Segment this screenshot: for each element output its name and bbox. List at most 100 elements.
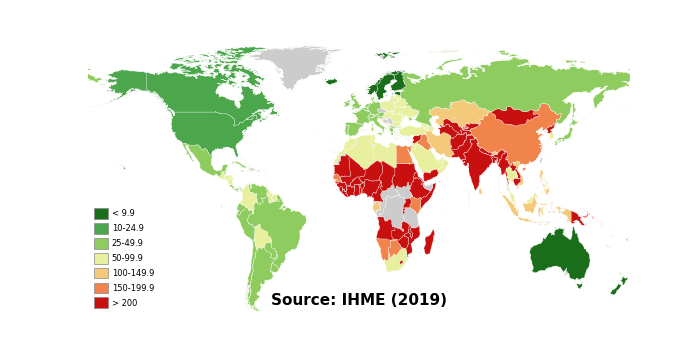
Polygon shape	[435, 156, 437, 159]
Polygon shape	[461, 138, 505, 190]
Polygon shape	[412, 142, 418, 150]
Polygon shape	[242, 75, 246, 77]
Polygon shape	[320, 65, 324, 66]
Polygon shape	[258, 358, 270, 360]
Polygon shape	[521, 211, 522, 212]
Polygon shape	[344, 125, 349, 135]
Polygon shape	[411, 144, 442, 174]
Polygon shape	[377, 217, 395, 240]
Polygon shape	[248, 308, 250, 309]
Polygon shape	[390, 56, 395, 58]
Polygon shape	[444, 52, 448, 53]
Legend: < 9.9, 10-24.9, 25-49.9, 50-99.9, 100-149.9, 150-199.9, > 200: < 9.9, 10-24.9, 25-49.9, 50-99.9, 100-14…	[92, 206, 157, 311]
Polygon shape	[594, 218, 596, 220]
Polygon shape	[173, 347, 178, 348]
Polygon shape	[554, 141, 558, 147]
Polygon shape	[332, 174, 342, 182]
Polygon shape	[330, 59, 331, 60]
Polygon shape	[599, 223, 601, 225]
Polygon shape	[241, 170, 244, 172]
Polygon shape	[439, 181, 441, 182]
Polygon shape	[389, 100, 393, 102]
Polygon shape	[503, 58, 504, 59]
Polygon shape	[392, 221, 410, 240]
Polygon shape	[431, 73, 435, 74]
Polygon shape	[228, 75, 229, 76]
Polygon shape	[400, 260, 403, 264]
Polygon shape	[542, 183, 545, 186]
Polygon shape	[248, 183, 269, 204]
Polygon shape	[384, 111, 393, 114]
Polygon shape	[271, 328, 273, 329]
Polygon shape	[94, 105, 97, 106]
Polygon shape	[354, 341, 356, 342]
Polygon shape	[555, 227, 557, 229]
Polygon shape	[487, 333, 489, 334]
Polygon shape	[256, 306, 260, 311]
Polygon shape	[563, 60, 564, 62]
Polygon shape	[513, 203, 514, 204]
Polygon shape	[215, 344, 216, 345]
Polygon shape	[568, 237, 569, 238]
Polygon shape	[549, 212, 550, 213]
Polygon shape	[276, 195, 281, 202]
Polygon shape	[199, 54, 209, 57]
Polygon shape	[155, 94, 157, 97]
Text: Source: IHME (2019): Source: IHME (2019)	[271, 293, 447, 309]
Polygon shape	[460, 127, 472, 136]
Polygon shape	[157, 98, 158, 99]
Polygon shape	[211, 55, 216, 57]
Polygon shape	[377, 108, 387, 113]
Polygon shape	[383, 113, 393, 118]
Polygon shape	[240, 84, 242, 85]
Polygon shape	[540, 180, 542, 183]
Polygon shape	[214, 61, 218, 63]
Polygon shape	[380, 74, 382, 75]
Polygon shape	[250, 309, 251, 310]
Polygon shape	[407, 117, 414, 121]
Polygon shape	[234, 187, 242, 192]
Polygon shape	[371, 95, 375, 101]
Polygon shape	[386, 122, 389, 126]
Polygon shape	[253, 311, 256, 312]
Polygon shape	[390, 72, 406, 91]
Polygon shape	[563, 209, 565, 210]
Polygon shape	[339, 186, 343, 193]
Polygon shape	[265, 338, 266, 339]
Polygon shape	[118, 163, 119, 164]
Polygon shape	[354, 184, 360, 197]
Polygon shape	[569, 64, 575, 66]
Polygon shape	[256, 358, 260, 359]
Polygon shape	[363, 107, 368, 111]
Polygon shape	[237, 203, 246, 215]
Polygon shape	[244, 339, 246, 340]
Polygon shape	[88, 74, 103, 83]
Polygon shape	[502, 195, 519, 217]
Polygon shape	[389, 126, 399, 136]
Polygon shape	[204, 343, 215, 345]
Polygon shape	[255, 333, 257, 335]
Polygon shape	[475, 67, 477, 68]
Polygon shape	[348, 86, 349, 87]
Polygon shape	[580, 119, 583, 121]
Polygon shape	[345, 69, 346, 70]
Polygon shape	[223, 178, 227, 181]
Polygon shape	[333, 151, 335, 152]
Polygon shape	[375, 74, 396, 100]
Polygon shape	[419, 122, 429, 127]
Polygon shape	[146, 68, 275, 126]
Polygon shape	[601, 221, 602, 224]
Polygon shape	[612, 72, 614, 73]
Polygon shape	[276, 71, 281, 73]
Polygon shape	[245, 337, 256, 345]
Polygon shape	[287, 48, 292, 49]
Polygon shape	[384, 123, 386, 125]
Polygon shape	[470, 103, 562, 167]
Polygon shape	[363, 179, 381, 198]
Polygon shape	[165, 108, 173, 113]
Polygon shape	[127, 96, 128, 97]
Polygon shape	[551, 208, 552, 209]
Polygon shape	[442, 52, 445, 53]
Polygon shape	[409, 177, 431, 199]
Polygon shape	[437, 158, 449, 174]
